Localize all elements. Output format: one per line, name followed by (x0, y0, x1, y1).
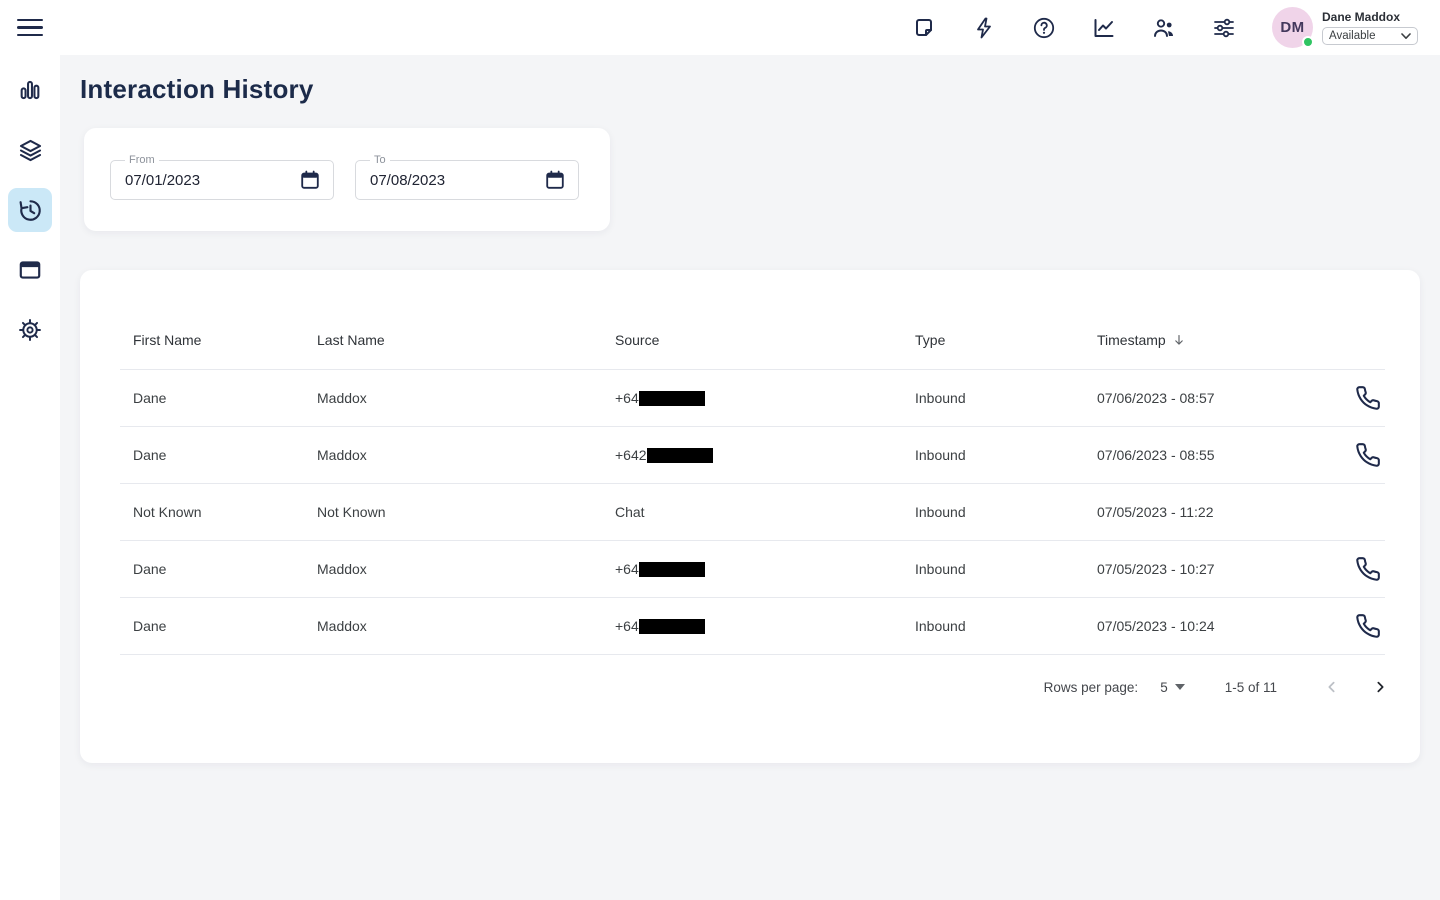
cell-first-name: Not Known (133, 504, 202, 520)
sidebar-item-analytics[interactable] (8, 68, 52, 112)
sidebar-item-workspaces[interactable] (8, 248, 52, 292)
cell-source: Chat (615, 504, 645, 520)
menu-icon[interactable] (17, 15, 43, 41)
page-title: Interaction History (80, 74, 314, 104)
main-content: Interaction History From 07/01/2023 To 0… (60, 55, 1440, 900)
sort-descending-icon (1174, 334, 1183, 345)
line-chart-icon[interactable] (1092, 16, 1116, 40)
cell-type: Inbound (915, 618, 966, 634)
history-icon (19, 199, 41, 221)
phone-call-icon[interactable] (1355, 613, 1381, 639)
bar-chart-icon (20, 80, 40, 100)
note-icon[interactable] (912, 16, 936, 40)
status-select-value: Available (1329, 30, 1376, 42)
cell-last-name: Maddox (317, 618, 367, 634)
header-timestamp[interactable]: Timestamp (1084, 332, 1337, 348)
sidebar-item-queues[interactable] (8, 128, 52, 172)
people-icon[interactable] (1152, 16, 1176, 40)
table-row[interactable]: Not Known Not Known Chat Inbound 07/05/2… (120, 484, 1385, 541)
window-icon (19, 261, 41, 279)
pagination-range: 1-5 of 11 (1224, 679, 1277, 695)
sidebar-item-settings[interactable] (8, 308, 52, 352)
phone-call-icon[interactable] (1355, 556, 1381, 582)
calendar-icon[interactable] (544, 169, 566, 191)
calendar-icon[interactable] (299, 169, 321, 191)
to-date-label: To (370, 154, 390, 166)
cell-timestamp: 07/05/2023 - 11:22 (1097, 504, 1214, 520)
from-date-label: From (125, 154, 159, 166)
redaction-block (638, 619, 705, 634)
next-page-button[interactable] (1367, 674, 1393, 700)
redaction-block (638, 562, 705, 577)
cell-timestamp: 07/06/2023 - 08:55 (1097, 447, 1215, 463)
phone-call-icon[interactable] (1355, 385, 1381, 411)
table-row[interactable]: Dane Maddox +64 Inbound 07/06/2023 - 08:… (120, 370, 1385, 427)
table-row[interactable]: Dane Maddox +64 Inbound 07/05/2023 - 10:… (120, 598, 1385, 655)
table-row[interactable]: Dane Maddox +64 Inbound 07/05/2023 - 10:… (120, 541, 1385, 598)
rows-per-page-select[interactable]: 5 (1160, 680, 1185, 695)
status-dot (1302, 36, 1314, 48)
redaction-block (646, 448, 713, 463)
cell-type: Inbound (915, 504, 966, 520)
cell-timestamp: 07/05/2023 - 10:24 (1097, 618, 1215, 634)
cell-last-name: Not Known (317, 504, 386, 520)
layers-icon (19, 139, 41, 161)
cell-first-name: Dane (133, 561, 167, 577)
status-select[interactable]: Available (1322, 27, 1418, 45)
header-first-name[interactable]: First Name (133, 331, 202, 348)
cell-last-name: Maddox (317, 447, 367, 463)
redaction-block (638, 391, 705, 406)
from-date-input[interactable]: From 07/01/2023 (110, 154, 334, 200)
gear-icon (19, 319, 41, 341)
cell-last-name: Maddox (317, 561, 367, 577)
header-type[interactable]: Type (915, 331, 946, 348)
chevron-down-icon (1401, 32, 1411, 39)
table-body: Dane Maddox +64 Inbound 07/06/2023 - 08:… (120, 370, 1385, 655)
user-name: Dane Maddox (1322, 10, 1401, 24)
previous-page-button[interactable] (1319, 674, 1345, 700)
cell-last-name: Maddox (317, 390, 367, 406)
phone-call-icon[interactable] (1355, 442, 1381, 468)
sidebar-item-interaction-history[interactable] (8, 188, 52, 232)
cell-source: +64 (602, 618, 902, 634)
cell-source: +64 (602, 390, 902, 406)
caret-down-icon (1174, 684, 1185, 690)
from-date-value: 07/01/2023 (125, 171, 201, 189)
date-filter-card: From 07/01/2023 To 07/08/2023 (84, 128, 610, 231)
cell-type: Inbound (915, 561, 966, 577)
cell-source: +642 (602, 447, 902, 463)
cell-first-name: Dane (133, 390, 167, 406)
cell-source: +64 (602, 561, 902, 577)
header-last-name[interactable]: Last Name (317, 331, 385, 348)
table-header-row: First Name Last Name Source Type Timesta… (120, 310, 1385, 370)
cell-first-name: Dane (133, 618, 167, 634)
cell-timestamp: 07/06/2023 - 08:57 (1097, 390, 1215, 406)
interaction-table-card: First Name Last Name Source Type Timesta… (80, 270, 1420, 763)
cell-type: Inbound (915, 390, 966, 406)
cell-timestamp: 07/05/2023 - 10:27 (1097, 561, 1215, 577)
sliders-icon[interactable] (1212, 16, 1236, 40)
chevron-left-icon (1328, 681, 1335, 693)
cell-type: Inbound (915, 447, 966, 463)
to-date-value: 07/08/2023 (370, 171, 446, 189)
header-source[interactable]: Source (615, 331, 660, 348)
sidebar (0, 55, 60, 900)
help-icon[interactable] (1032, 16, 1056, 40)
table-row[interactable]: Dane Maddox +642 Inbound 07/06/2023 - 08… (120, 427, 1385, 484)
to-date-input[interactable]: To 07/08/2023 (355, 154, 579, 200)
lightning-icon[interactable] (972, 16, 996, 40)
top-bar: DM Dane Maddox Available (0, 0, 1440, 55)
rows-per-page-value: 5 (1160, 679, 1168, 695)
cell-first-name: Dane (133, 447, 167, 463)
pagination: Rows per page: 5 1-5 of 11 (80, 657, 1393, 717)
rows-per-page-label: Rows per page: (1043, 679, 1139, 695)
chevron-right-icon (1377, 681, 1384, 693)
